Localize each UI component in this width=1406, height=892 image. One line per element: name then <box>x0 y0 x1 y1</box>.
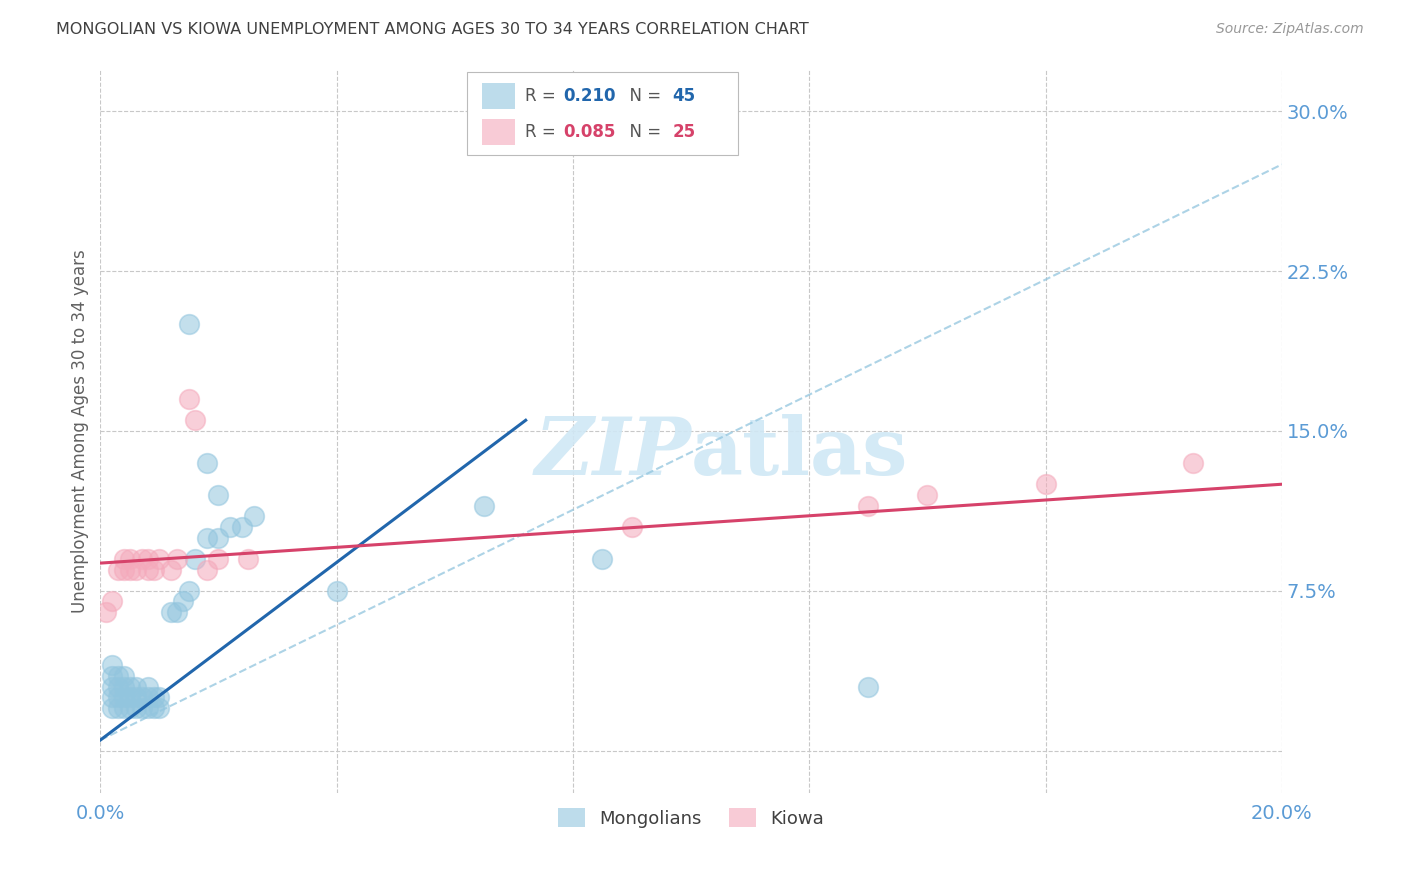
Text: R =: R = <box>524 122 561 141</box>
Point <box>621 520 644 534</box>
Point <box>112 669 135 683</box>
Text: atlas: atlas <box>692 414 908 491</box>
Y-axis label: Unemployment Among Ages 30 to 34 years: Unemployment Among Ages 30 to 34 years <box>72 249 89 613</box>
Point <box>118 680 141 694</box>
Text: N =: N = <box>619 87 666 105</box>
Point <box>136 562 159 576</box>
Point <box>207 531 229 545</box>
Point <box>131 701 153 715</box>
Point <box>112 690 135 705</box>
Point <box>231 520 253 534</box>
Point <box>160 562 183 576</box>
FancyBboxPatch shape <box>467 72 738 155</box>
Text: 25: 25 <box>672 122 696 141</box>
Point <box>166 605 188 619</box>
Point <box>125 562 148 576</box>
Point <box>118 552 141 566</box>
Point <box>177 583 200 598</box>
Point <box>125 701 148 715</box>
FancyBboxPatch shape <box>482 83 515 109</box>
Point <box>177 392 200 406</box>
Point <box>101 658 124 673</box>
Point <box>243 509 266 524</box>
Text: R =: R = <box>524 87 561 105</box>
Point <box>96 605 118 619</box>
Text: Source: ZipAtlas.com: Source: ZipAtlas.com <box>1216 22 1364 37</box>
Point <box>107 562 129 576</box>
Text: 0.085: 0.085 <box>564 122 616 141</box>
Text: 0.0%: 0.0% <box>76 804 125 823</box>
Point <box>112 701 135 715</box>
Point <box>177 318 200 332</box>
Text: MONGOLIAN VS KIOWA UNEMPLOYMENT AMONG AGES 30 TO 34 YEARS CORRELATION CHART: MONGOLIAN VS KIOWA UNEMPLOYMENT AMONG AG… <box>56 22 808 37</box>
Point <box>125 680 148 694</box>
Point <box>472 499 495 513</box>
Point <box>107 701 129 715</box>
FancyBboxPatch shape <box>482 119 515 145</box>
Point <box>207 488 229 502</box>
Point <box>148 552 170 566</box>
Point <box>917 488 939 502</box>
Point <box>112 562 135 576</box>
Point <box>125 690 148 705</box>
Point <box>101 669 124 683</box>
Point <box>107 680 129 694</box>
Point <box>131 552 153 566</box>
Point <box>184 552 207 566</box>
Point <box>112 680 135 694</box>
Point <box>136 552 159 566</box>
Point <box>118 701 141 715</box>
Point <box>592 552 614 566</box>
Legend: Mongolians, Kiowa: Mongolians, Kiowa <box>551 801 831 835</box>
Text: 20.0%: 20.0% <box>1251 804 1313 823</box>
Text: 0.210: 0.210 <box>564 87 616 105</box>
Point <box>107 690 129 705</box>
Text: 45: 45 <box>672 87 696 105</box>
Point <box>858 680 880 694</box>
Point <box>148 701 170 715</box>
Point <box>136 690 159 705</box>
Point <box>325 583 347 598</box>
Point <box>112 552 135 566</box>
Point <box>142 701 165 715</box>
Point <box>136 680 159 694</box>
Point <box>195 531 218 545</box>
Text: N =: N = <box>619 122 666 141</box>
Point <box>101 680 124 694</box>
Text: ZIP: ZIP <box>534 414 692 491</box>
Point <box>107 669 129 683</box>
Point <box>142 562 165 576</box>
Point <box>184 413 207 427</box>
Point <box>148 690 170 705</box>
Point <box>172 594 194 608</box>
Point <box>195 456 218 470</box>
Point <box>101 594 124 608</box>
Point <box>136 701 159 715</box>
Point <box>1182 456 1205 470</box>
Point <box>160 605 183 619</box>
Point <box>142 690 165 705</box>
Point <box>236 552 259 566</box>
Point <box>101 701 124 715</box>
Point <box>858 499 880 513</box>
Point <box>1035 477 1057 491</box>
Point <box>118 562 141 576</box>
Point <box>195 562 218 576</box>
Point <box>219 520 242 534</box>
Point <box>101 690 124 705</box>
Point <box>166 552 188 566</box>
Point <box>131 690 153 705</box>
Point <box>207 552 229 566</box>
Point <box>118 690 141 705</box>
